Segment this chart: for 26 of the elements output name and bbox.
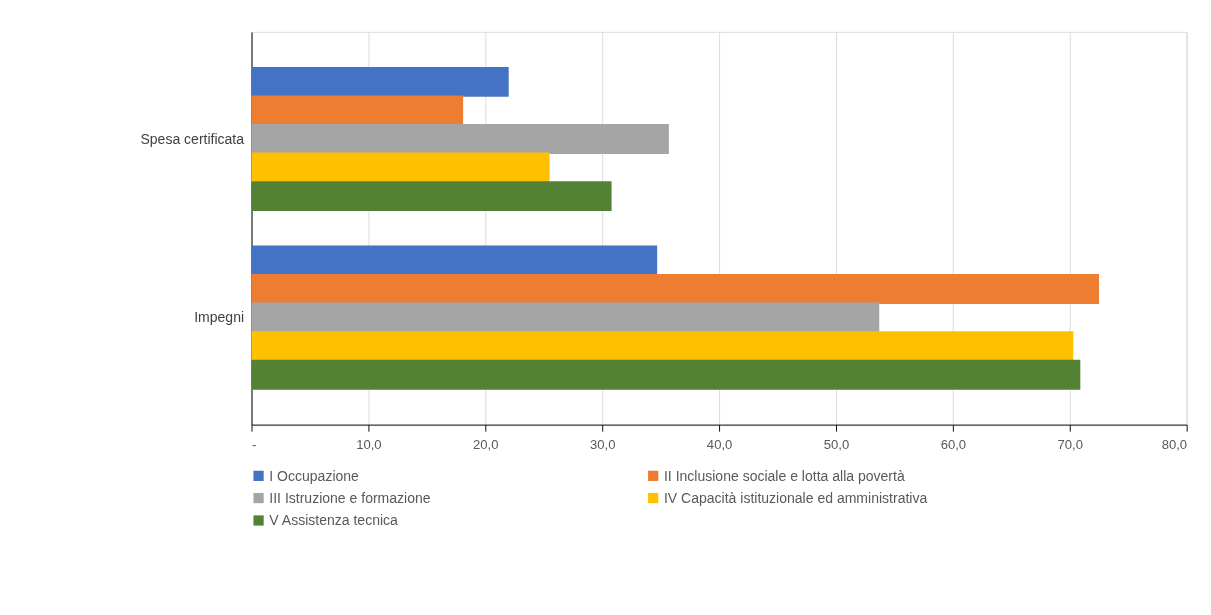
x-tick-label: 10,0 bbox=[356, 437, 382, 453]
bar bbox=[251, 274, 1100, 304]
y-tick-label: Impegni bbox=[194, 309, 245, 326]
bar bbox=[251, 152, 550, 183]
x-tick-label: 80,0 bbox=[1161, 437, 1188, 453]
x-tick-label: 50,0 bbox=[823, 437, 850, 453]
bar bbox=[251, 359, 1081, 390]
x-tick-label: - bbox=[252, 437, 257, 453]
legend-label: III Istruzione e formazione bbox=[269, 489, 431, 506]
x-tick-label: 70,0 bbox=[1057, 437, 1083, 453]
legend-label: V Assistenza tecnica bbox=[269, 512, 399, 529]
bar bbox=[251, 95, 464, 126]
x-tick-label: 20,0 bbox=[473, 437, 499, 453]
bar bbox=[251, 66, 509, 97]
legend-label: IV Capacità istituzionale ed amministrativa bbox=[663, 489, 928, 506]
bar bbox=[251, 331, 1074, 362]
x-tick-label: 30,0 bbox=[589, 437, 616, 453]
x-tick-label: 40,0 bbox=[706, 437, 733, 453]
bar bbox=[251, 245, 658, 276]
y-tick-label: Spesa certificata bbox=[140, 130, 245, 147]
legend-label: I Occupazione bbox=[269, 467, 360, 484]
legend-label: II Inclusione sociale e lotta alla povertà bbox=[663, 467, 905, 484]
bar bbox=[251, 181, 612, 212]
bar bbox=[251, 124, 669, 154]
bar bbox=[251, 302, 880, 333]
x-tick-label: 60,0 bbox=[940, 437, 967, 453]
